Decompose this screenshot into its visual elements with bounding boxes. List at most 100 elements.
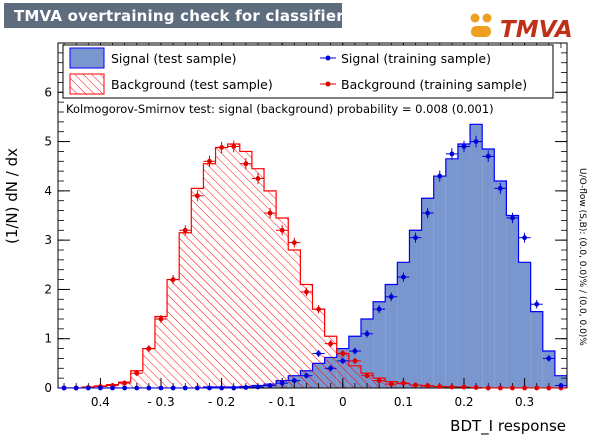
background-training-points-point (352, 358, 358, 364)
signal-training-points-point (328, 365, 334, 371)
y-tick-label: 6 (44, 85, 52, 99)
background-test-histogram-bin (312, 309, 325, 388)
background-training-points-point (400, 380, 406, 386)
logo-dot-icon (470, 13, 480, 23)
signal-training-points-point (449, 151, 455, 157)
background-test-histogram-bin (179, 232, 192, 388)
background-training-points-point (413, 382, 418, 388)
signal-training-points-point (219, 385, 225, 391)
background-test-histogram-bin (154, 316, 168, 388)
background-training-points-point (316, 306, 321, 312)
signal-training-points-point (510, 215, 515, 221)
signal-training-points-point (340, 358, 346, 364)
signal-test-histogram-outline (58, 123, 567, 388)
background-training-points-point (534, 385, 540, 391)
ks-test-text: Kolmogorov-Smirnov test: signal (backgro… (66, 102, 494, 116)
background-training-points-point (219, 145, 225, 150)
x-axis-title: BDT_I response (450, 417, 566, 436)
background-training-points-point (122, 380, 128, 386)
svg-text:TMVA: TMVA (500, 17, 573, 43)
x-tick-label: - 0.2 (208, 395, 235, 409)
signal-training-points-point (134, 385, 140, 391)
plot-frame (57, 42, 568, 389)
overflow-text: U/O-flow (S,B): (0.0, 0.0)% / (0.0, 0.0)… (577, 168, 587, 346)
background-test-histogram-bin (203, 163, 216, 388)
background-training-points-point (437, 384, 443, 389)
background-training-points-point (146, 346, 152, 351)
x-tick-label: - 0.1 (269, 395, 296, 409)
signal-test-histogram-bin (397, 262, 410, 388)
signal-test-histogram-bin (482, 148, 495, 388)
legend-box (62, 44, 554, 99)
signal-training-points-point (485, 153, 491, 159)
x-tick-label: 0.3 (515, 395, 534, 409)
background-test-histogram-bin (276, 217, 289, 388)
signal-training-points-point (85, 385, 91, 391)
x-tick-label: 0.1 (394, 395, 413, 409)
signal-test-histogram-bin (445, 158, 458, 388)
background-training-points (58, 140, 567, 391)
signal-training-points-point (243, 385, 249, 390)
signal-training-points-point (146, 385, 152, 391)
signal-test-histogram (58, 123, 567, 388)
background-test-histogram-bin (142, 348, 155, 388)
signal-training-points-point (61, 385, 67, 391)
y-tick-label: 0 (44, 381, 52, 395)
signal-training-points-point (231, 385, 237, 391)
signal-training-points-point (316, 351, 321, 356)
background-test-histogram-bin (324, 336, 337, 388)
y-tick-label: 3 (44, 233, 52, 247)
signal-test-histogram-bin (506, 215, 519, 388)
signal-training-points-point (522, 235, 527, 241)
background-training-points-point (510, 385, 515, 391)
x-tick-label: 0.4 (91, 395, 110, 409)
y-tick-label: 1 (44, 332, 52, 346)
y-tick-label: 4 (44, 184, 52, 198)
signal-training-points-point (194, 385, 200, 391)
signal-test-histogram-bin (470, 124, 483, 388)
background-training-points-point (340, 351, 346, 356)
legend-swatch-background-test (69, 73, 105, 95)
background-test-histogram (58, 143, 567, 388)
background-training-points-point (243, 161, 249, 167)
legend-label-signal-test: Signal (test sample) (111, 51, 237, 66)
signal-test-histogram-bin (433, 176, 446, 388)
background-training-points-point (194, 193, 200, 199)
background-training-points-point (207, 158, 212, 164)
background-training-points-point (388, 381, 394, 387)
signal-training-points-point (304, 373, 309, 379)
signal-training-points-point (122, 385, 128, 391)
signal-training-points-point (534, 301, 540, 307)
signal-test-histogram-bin (542, 351, 555, 388)
x-tick-label: - 0.3 (147, 395, 174, 409)
background-test-histogram-bin (336, 353, 349, 388)
legend-label-background-training: Background (training sample) (341, 77, 527, 92)
signal-training-points-point (497, 185, 503, 191)
background-test-histogram-bin (288, 250, 301, 388)
signal-test-histogram-bin (385, 284, 398, 388)
background-training-points-point (182, 227, 188, 233)
signal-test-histogram-bin (554, 375, 567, 388)
signal-training-points (58, 135, 567, 391)
signal-training-points-point (267, 383, 273, 388)
background-training-points-point (546, 385, 552, 391)
background-test-histogram-bin (360, 373, 374, 388)
background-test-histogram-bin (264, 190, 277, 388)
background-training-points-point (255, 176, 261, 181)
background-test-histogram-bin (167, 279, 180, 388)
legend-marker-background-training (320, 81, 336, 87)
signal-training-points-point (110, 385, 115, 391)
y-tick-label: 2 (44, 282, 52, 296)
background-training-points-point (376, 378, 382, 384)
background-training-points-point (522, 385, 527, 391)
title-bar: TMVA overtraining check for classifier: … (4, 3, 403, 28)
signal-training-points-point (291, 378, 297, 384)
background-training-points-point (267, 210, 273, 216)
signal-training-points-point (364, 331, 370, 337)
legend-marker-signal-training (320, 55, 336, 61)
signal-test-histogram-bin (373, 301, 386, 388)
background-test-histogram-bin (191, 188, 204, 388)
background-training-points-point (158, 316, 164, 322)
background-training-points-point (364, 373, 370, 379)
